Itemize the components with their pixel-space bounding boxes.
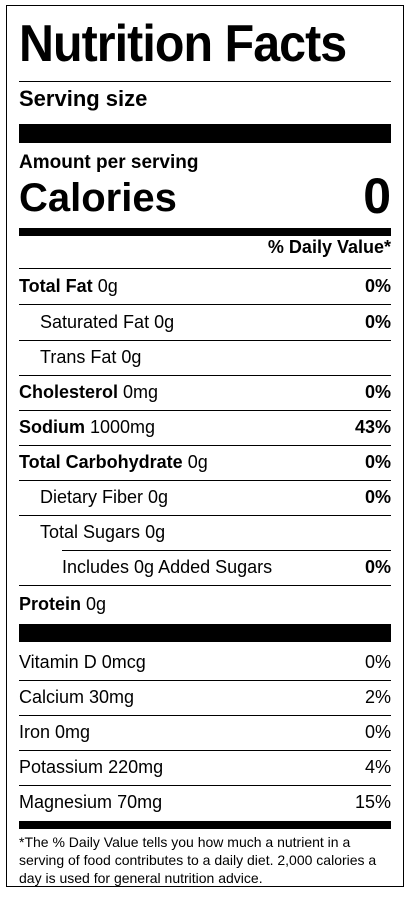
row-divider	[19, 715, 391, 716]
nutrient-label: Dietary Fiber	[40, 487, 144, 507]
nutrient-dv: 0%	[364, 382, 391, 402]
nutrient-amount: 0g	[154, 312, 175, 332]
vitamin-amount: 220mg	[108, 757, 164, 777]
nutrient-row-protein: Protein 0g	[19, 587, 391, 622]
row-divider	[62, 550, 391, 551]
nutrient-dv: 0%	[364, 452, 391, 472]
nutrient-label: Trans Fat	[40, 347, 117, 367]
calories-label: Calories	[19, 176, 177, 220]
amount-per-serving: Amount per serving	[19, 152, 199, 173]
nutrient-label: Sodium	[19, 417, 85, 437]
medium-rule-footnote	[19, 821, 391, 829]
nutrient-row-cholesterol: Cholesterol 0mg 0%	[19, 375, 391, 410]
nutrient-amount: 0g	[145, 522, 166, 542]
row-divider	[19, 375, 391, 376]
nutrient-label: Protein	[19, 594, 82, 614]
nutrient-dv: 0%	[364, 487, 391, 507]
nutrient-dv: 0%	[364, 557, 391, 577]
daily-value-header: % Daily Value*	[267, 237, 391, 257]
nutrient-label: Total Fat	[19, 276, 93, 296]
vitamin-amount: 30mg	[89, 687, 135, 707]
nutrient-amount: 0g	[97, 276, 118, 296]
vitamin-dv: 0%	[364, 722, 391, 742]
row-divider	[19, 410, 391, 411]
nutrient-row-total-carbohydrate: Total Carbohydrate 0g 0%	[19, 445, 391, 480]
vitamin-row-magnesium: Magnesium 70mg 15%	[19, 785, 391, 820]
row-divider	[19, 750, 391, 751]
nutrient-dv: 43%	[354, 417, 391, 437]
row-divider	[19, 680, 391, 681]
nutrient-label: Total Carbohydrate	[19, 452, 183, 472]
nutrient-dv: 0%	[364, 312, 391, 332]
nutrient-row-total-sugars: Total Sugars 0g	[19, 515, 391, 550]
nutrient-label: Cholesterol	[19, 382, 119, 402]
nutrient-row-saturated-fat: Saturated Fat 0g 0%	[19, 305, 391, 340]
vitamin-row-iron: Iron 0mg 0%	[19, 715, 391, 750]
thick-rule-protein	[19, 624, 391, 642]
vitamin-amount: 70mg	[117, 792, 163, 812]
nutrient-label: Total Sugars	[40, 522, 141, 542]
nutrient-dv: 0%	[364, 276, 391, 296]
vitamin-label: Potassium	[19, 757, 104, 777]
nutrient-row-total-fat: Total Fat 0g 0%	[19, 269, 391, 304]
row-divider	[19, 340, 391, 341]
vitamin-label: Vitamin D	[19, 652, 97, 672]
nutrient-row-trans-fat: Trans Fat 0g	[19, 340, 391, 375]
vitamin-label: Calcium	[19, 687, 85, 707]
row-divider	[19, 304, 391, 305]
nutrient-amount: 0g	[148, 487, 169, 507]
vitamin-row-vitamin-d: Vitamin D 0mcg 0%	[19, 645, 391, 680]
vitamin-dv: 2%	[364, 687, 391, 707]
nutrient-row-added-sugars: Includes 0g Added Sugars 0%	[19, 550, 391, 585]
nutrition-facts-label: Nutrition Facts Serving size Amount per …	[6, 5, 404, 887]
nutrient-amount: 0mg	[123, 382, 159, 402]
vitamin-label: Magnesium	[19, 792, 113, 812]
vitamin-amount: 0mcg	[101, 652, 146, 672]
vitamin-dv: 4%	[364, 757, 391, 777]
thick-rule-serving	[19, 124, 391, 143]
label-title: Nutrition Facts	[19, 15, 347, 73]
nutrient-row-dietary-fiber: Dietary Fiber 0g 0%	[19, 480, 391, 515]
vitamin-dv: 15%	[354, 792, 391, 812]
vitamin-amount: 0mg	[55, 722, 91, 742]
nutrient-amount: 0g	[187, 452, 208, 472]
nutrient-label: Saturated Fat	[40, 312, 150, 332]
vitamin-row-potassium: Potassium 220mg 4%	[19, 750, 391, 785]
nutrient-row-sodium: Sodium 1000mg 43%	[19, 410, 391, 445]
vitamin-dv: 0%	[364, 652, 391, 672]
daily-value-footnote: *The % Daily Value tells you how much a …	[19, 834, 377, 886]
calories-row: Calories 0	[19, 168, 391, 224]
row-divider	[19, 445, 391, 446]
vitamin-row-calcium: Calcium 30mg 2%	[19, 680, 391, 715]
vitamin-label: Iron	[19, 722, 51, 742]
title-rule	[19, 81, 391, 82]
serving-size-label: Serving size	[19, 86, 148, 111]
nutrient-amount: 0g	[86, 594, 107, 614]
row-divider	[19, 515, 391, 516]
row-divider	[19, 785, 391, 786]
nutrient-amount: 1000mg	[90, 417, 156, 437]
row-divider	[19, 585, 391, 586]
nutrient-label: Includes 0g Added Sugars	[62, 557, 273, 577]
row-divider	[19, 480, 391, 481]
calories-value: 0	[363, 168, 391, 224]
medium-rule-calories	[19, 228, 391, 236]
nutrient-amount: 0g	[121, 347, 142, 367]
rule-dv-header	[19, 268, 391, 269]
